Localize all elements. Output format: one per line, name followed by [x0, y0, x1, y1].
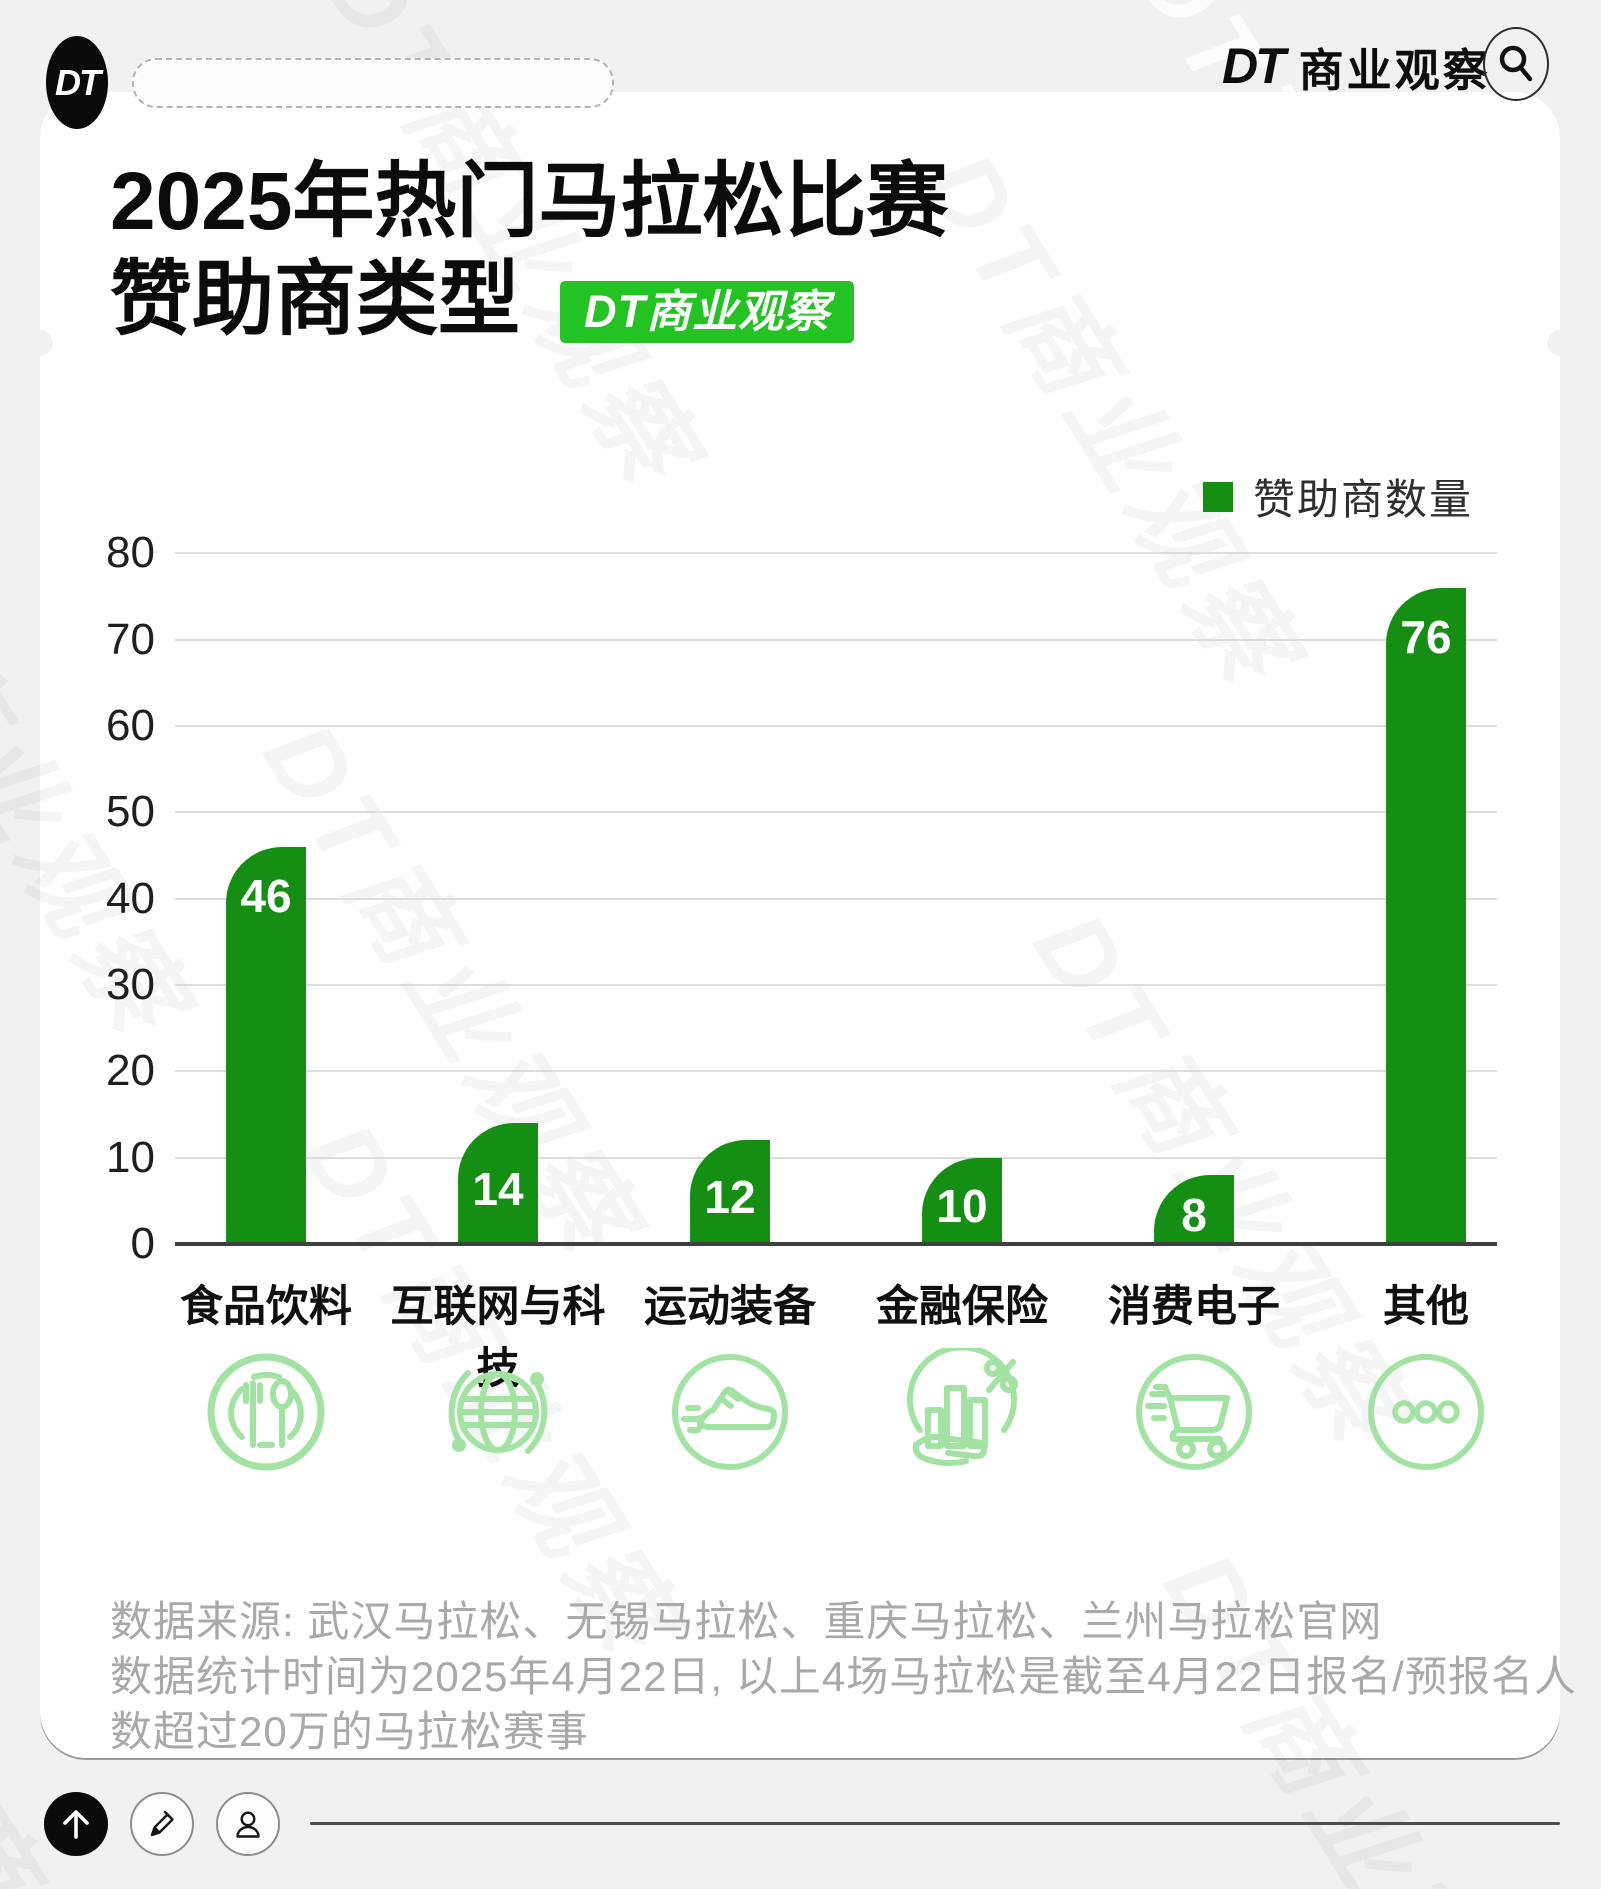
- footnote-line: 数据来源: 武汉马拉松、无锡马拉松、重庆马拉松、兰州马拉松官网: [110, 1598, 1383, 1645]
- gridline: [175, 552, 1497, 555]
- chart-legend: 赞助商数量: [1203, 466, 1473, 527]
- ellipsis-icon: [1362, 1348, 1490, 1476]
- top-dashed-input[interactable]: [132, 58, 614, 108]
- bar-value-label: 8: [1181, 1188, 1207, 1241]
- y-tick-label: 0: [130, 1219, 155, 1268]
- brand-title: DT 商业观察: [1222, 36, 1491, 96]
- footnote-line: 数超过20万的马拉松赛事: [110, 1708, 589, 1755]
- y-tick-label: 70: [106, 614, 155, 664]
- gridline: [175, 725, 1497, 728]
- gridline: [175, 638, 1497, 641]
- gridline: [175, 811, 1497, 814]
- pencil-icon: [150, 1810, 174, 1837]
- search-icon: [1499, 45, 1533, 82]
- bar-value-label: 46: [240, 870, 292, 922]
- finance-hand-icon: [898, 1344, 1026, 1476]
- y-tick-label: 80: [106, 528, 155, 578]
- y-tick-label: 50: [106, 787, 155, 837]
- footnote-line: 数据统计时间为2025年4月22日, 以上4场马拉松是截至4月22日报名/预报名…: [110, 1653, 1577, 1700]
- brand-name-text: 商业观察: [1298, 44, 1491, 96]
- category-label: 运动装备: [644, 1283, 816, 1331]
- y-tick-label: 20: [106, 1046, 155, 1096]
- category-label: 消费电子: [1108, 1283, 1280, 1331]
- bar-互联网与科技: 14: [458, 1123, 538, 1244]
- search-button[interactable]: [1483, 27, 1549, 101]
- gridline: [175, 1156, 1497, 1159]
- person-icon: [236, 1811, 260, 1838]
- y-tick-label: 10: [106, 1132, 155, 1182]
- category-label: 其他: [1383, 1283, 1469, 1331]
- bar-value-label: 76: [1400, 611, 1452, 663]
- brand-dt-text: DT: [1222, 38, 1286, 94]
- poster-title-row: 赞助商类型 DT商业观察: [110, 232, 855, 351]
- category-label: 互联网与科技: [390, 1283, 606, 1393]
- dt-logo: DT: [46, 36, 108, 129]
- bar-value-label: 10: [936, 1180, 988, 1232]
- bar-消费电子: 8: [1154, 1175, 1234, 1244]
- y-tick-label: 40: [106, 873, 155, 923]
- category-label: 金融保险: [876, 1283, 1048, 1331]
- gridline: [175, 897, 1497, 900]
- poster-title-line1: 2025年热门马拉松比赛: [110, 156, 949, 247]
- x-axis-line: [175, 1242, 1497, 1246]
- y-tick-label: 30: [106, 960, 155, 1009]
- card-notch-right: [1547, 330, 1573, 356]
- y-tick-label: 60: [106, 701, 155, 751]
- edit-button[interactable]: [130, 1792, 194, 1856]
- legend-label: 赞助商数量: [1253, 476, 1474, 523]
- globe-tech-icon: [434, 1348, 562, 1476]
- poster-title-line2: 赞助商类型: [110, 254, 521, 345]
- category-label: 食品饮料: [180, 1283, 352, 1331]
- footnote: 数据来源: 武汉马拉松、无锡马拉松、重庆马拉松、兰州马拉松官网 数据统计时间为2…: [110, 1594, 1577, 1759]
- profile-button[interactable]: [216, 1792, 280, 1856]
- bottom-divider-line: [310, 1822, 1560, 1825]
- arrow-up-icon: [63, 1810, 89, 1839]
- gridline: [175, 1070, 1497, 1073]
- scroll-top-button[interactable]: [44, 1792, 108, 1856]
- bar-其他: 76: [1386, 588, 1466, 1244]
- shopping-cart-icon: [1130, 1348, 1258, 1476]
- food-drink-icon: [202, 1348, 330, 1476]
- card-notch-left: [27, 330, 53, 356]
- dt-badge: DT商业观察: [560, 281, 855, 343]
- running-shoe-icon: [666, 1348, 794, 1476]
- bar-食品饮料: 46: [226, 847, 306, 1244]
- legend-swatch: [1203, 481, 1233, 512]
- bar-value-label: 14: [472, 1162, 524, 1215]
- bar-value-label: 12: [704, 1171, 756, 1223]
- gridline: [175, 984, 1497, 986]
